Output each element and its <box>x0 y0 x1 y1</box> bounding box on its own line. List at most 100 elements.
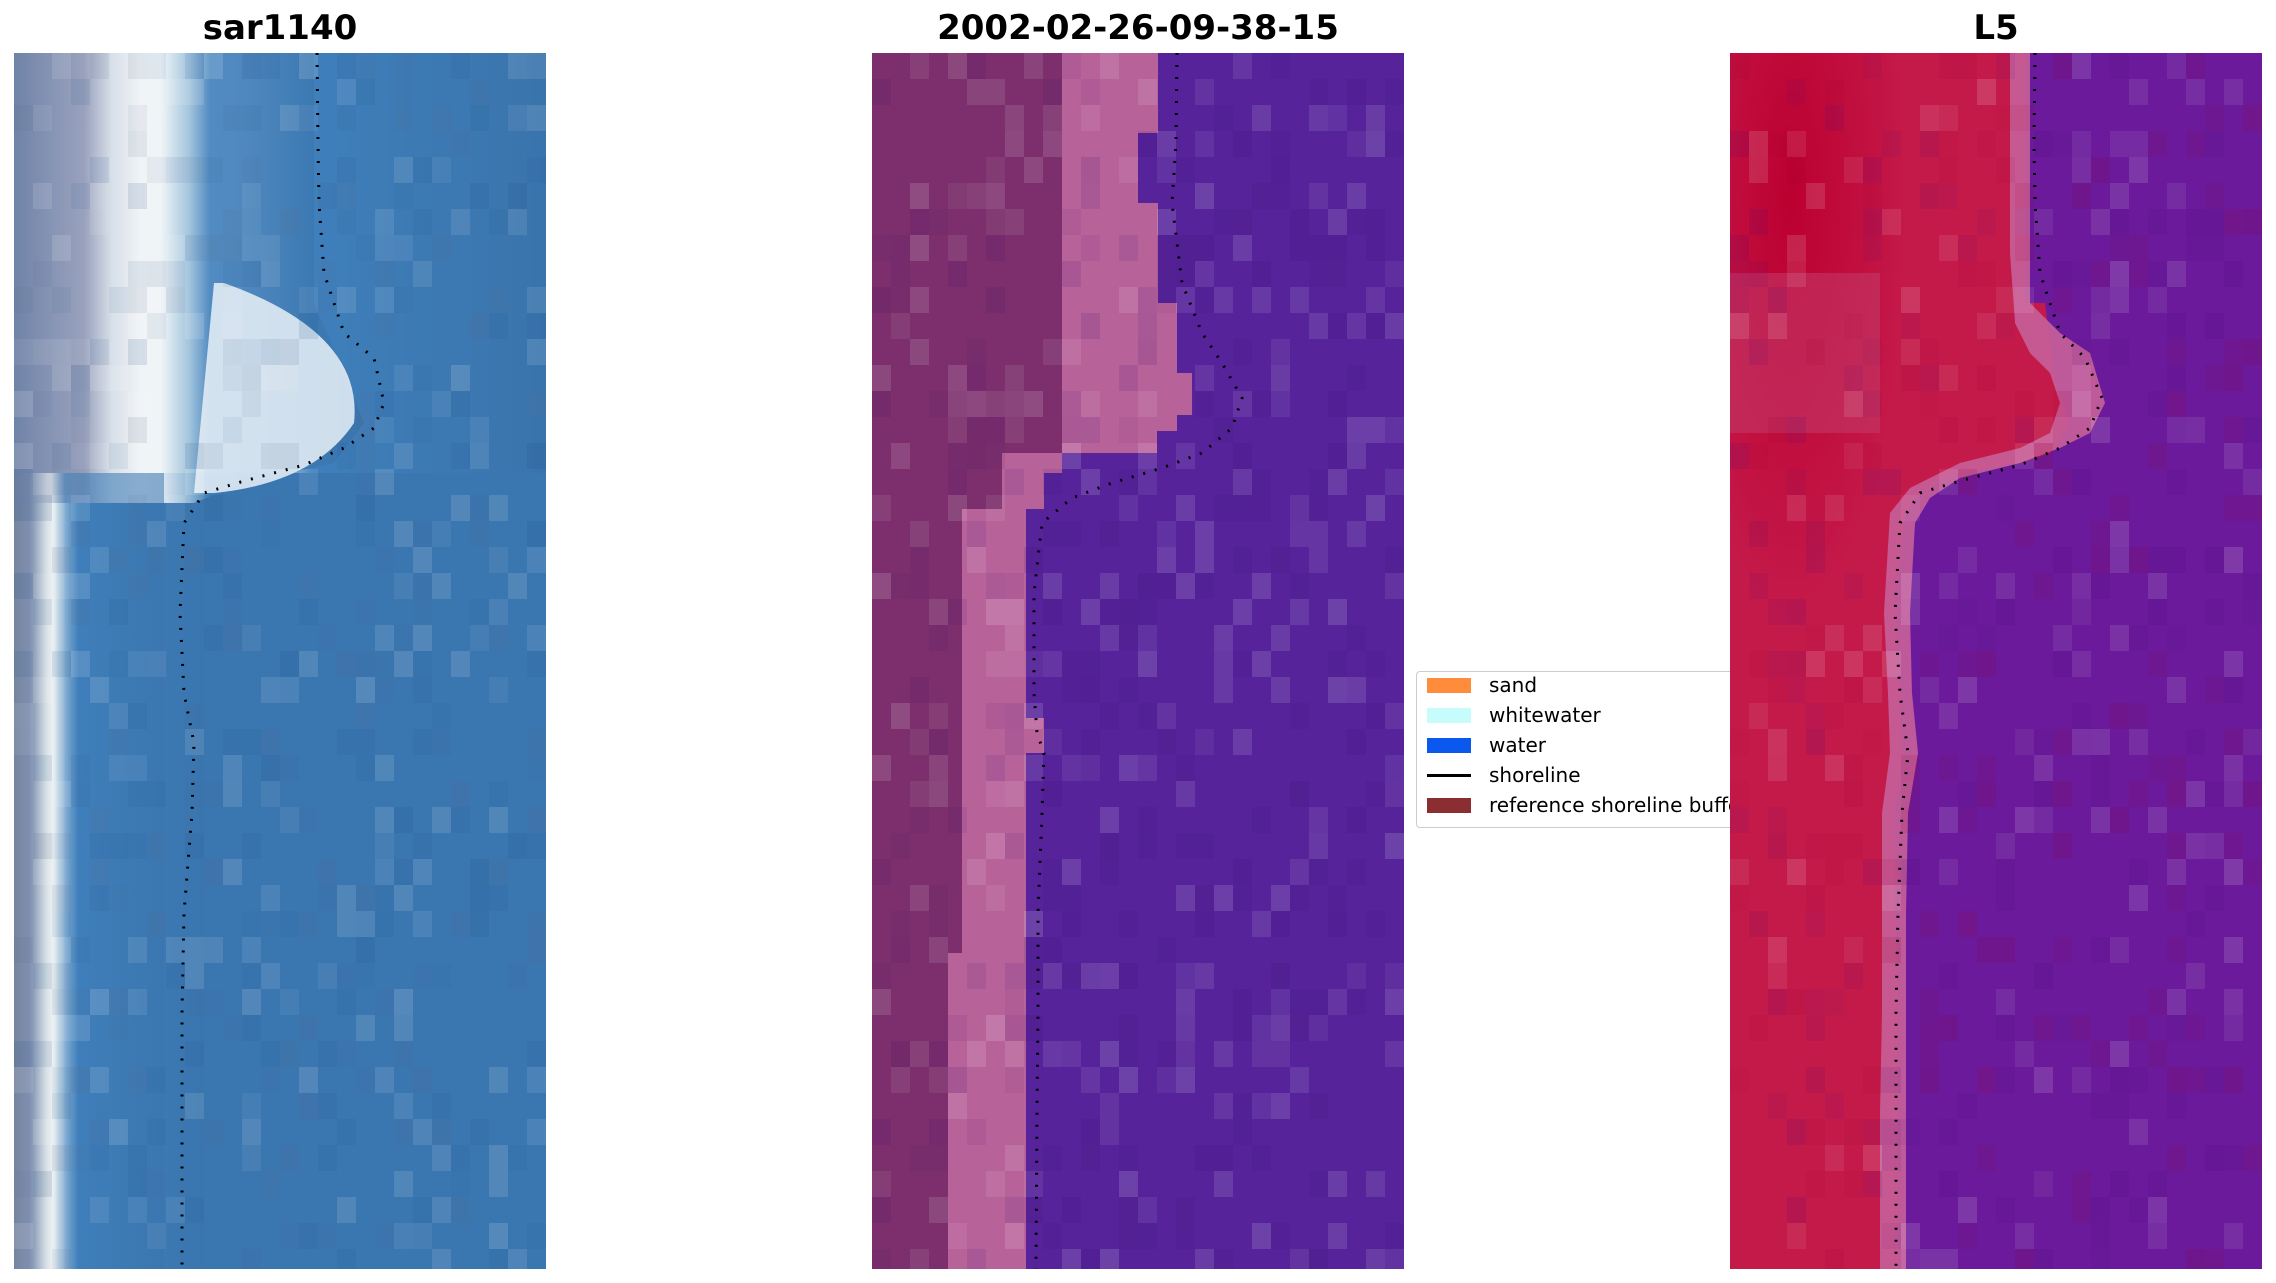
pixel-cell <box>1882 131 1901 157</box>
pixel-cell <box>1119 1015 1138 1041</box>
pixel-cell <box>1958 677 1977 703</box>
pixel-cell <box>2091 547 2110 573</box>
pixel-cell <box>261 365 280 391</box>
pixel-cell <box>872 1249 891 1269</box>
pixel-cell <box>128 703 147 729</box>
pixel-cell <box>33 1119 52 1145</box>
pixel-cell <box>948 469 967 495</box>
pixel-cell <box>929 755 948 781</box>
pixel-cell <box>910 807 929 833</box>
pixel-cell <box>929 729 948 755</box>
pixel-cell <box>1882 1223 1901 1249</box>
pixel-cell <box>1157 729 1176 755</box>
pixel-cell <box>109 703 128 729</box>
pixel-cell <box>527 443 546 469</box>
pixel-cell <box>872 755 891 781</box>
pixel-cell <box>1730 287 1749 313</box>
pixel-cell <box>413 599 432 625</box>
pixel-cell <box>1901 807 1920 833</box>
pixel-cell <box>1157 287 1176 313</box>
pixel-cell <box>14 703 33 729</box>
pixel-cell <box>1195 287 1214 313</box>
pixel-cell <box>14 937 33 963</box>
pixel-cell <box>2167 391 2186 417</box>
pixel-cell <box>872 287 891 313</box>
pixel-cell <box>1005 1223 1024 1249</box>
pixel-cell <box>1043 599 1062 625</box>
pixel-cell <box>1958 651 1977 677</box>
pixel-cell <box>1958 1223 1977 1249</box>
pixel-cell <box>1787 651 1806 677</box>
pixel-cell <box>489 1145 508 1171</box>
pixel-cell <box>1233 729 1252 755</box>
pixel-cell <box>1252 391 1271 417</box>
pixel-cell <box>394 235 413 261</box>
pixel-cell <box>33 261 52 287</box>
pixel-cell <box>1768 755 1787 781</box>
pixel-cell <box>280 755 299 781</box>
pixel-cell <box>147 651 166 677</box>
pixel-cell <box>1195 1249 1214 1269</box>
pixel-cell <box>90 1119 109 1145</box>
pixel-cell <box>2243 781 2262 807</box>
pixel-cell <box>1176 261 1195 287</box>
pixel-cell <box>375 625 394 651</box>
pixel-cell <box>1366 1171 1385 1197</box>
pixel-cell <box>1328 469 1347 495</box>
pixel-cell <box>2205 599 2224 625</box>
pixel-cell <box>204 625 223 651</box>
pixel-cell <box>1863 53 1882 79</box>
pixel-cell <box>1977 365 1996 391</box>
pixel-cell <box>1825 79 1844 105</box>
pixel-cell <box>470 521 489 547</box>
pixel-cell <box>90 885 109 911</box>
pixel-cell <box>1195 235 1214 261</box>
pixel-cell <box>1844 937 1863 963</box>
pixel-cell <box>508 209 527 235</box>
pixel-cell <box>432 1249 451 1269</box>
pixel-cell <box>2167 547 2186 573</box>
pixel-cell <box>1825 625 1844 651</box>
pixel-cell <box>413 417 432 443</box>
pixel-cell <box>1043 79 1062 105</box>
pixel-cell <box>1385 963 1404 989</box>
pixel-cell <box>1347 417 1366 443</box>
pixel-cell <box>872 573 891 599</box>
pixel-cell <box>470 859 489 885</box>
pixel-cell <box>910 1249 929 1269</box>
pixel-cell <box>2186 1067 2205 1093</box>
pixel-cell <box>1043 105 1062 131</box>
pixel-cell <box>2053 469 2072 495</box>
pixel-cell <box>337 651 356 677</box>
pixel-cell <box>872 963 891 989</box>
pixel-cell <box>2091 287 2110 313</box>
pixel-cell <box>261 885 280 911</box>
pixel-cell <box>1138 131 1157 157</box>
pixel-cell <box>261 781 280 807</box>
pixel-cell <box>1825 989 1844 1015</box>
pixel-cell <box>910 53 929 79</box>
pixel-cell <box>147 261 166 287</box>
pixel-cell <box>1844 157 1863 183</box>
pixel-cell <box>1233 859 1252 885</box>
pixel-cell <box>2110 1171 2129 1197</box>
pixel-cell <box>242 235 261 261</box>
pixel-cell <box>356 651 375 677</box>
pixel-cell <box>1309 495 1328 521</box>
pixel-cell <box>2091 807 2110 833</box>
pixel-cell <box>261 1067 280 1093</box>
pixel-cell <box>204 443 223 469</box>
pixel-cell <box>1806 521 1825 547</box>
pixel-cell <box>1730 53 1749 79</box>
pixel-cell <box>929 911 948 937</box>
pixel-cell <box>1347 625 1366 651</box>
pixel-cell <box>2224 339 2243 365</box>
pixel-cell <box>1787 131 1806 157</box>
pixel-cell <box>1119 157 1138 183</box>
pixel-cell <box>1138 807 1157 833</box>
pixel-cell <box>1043 469 1062 495</box>
pixel-cell <box>1939 105 1958 131</box>
pixel-cell <box>413 547 432 573</box>
pixel-cell <box>33 963 52 989</box>
pixel-cell <box>1271 391 1290 417</box>
